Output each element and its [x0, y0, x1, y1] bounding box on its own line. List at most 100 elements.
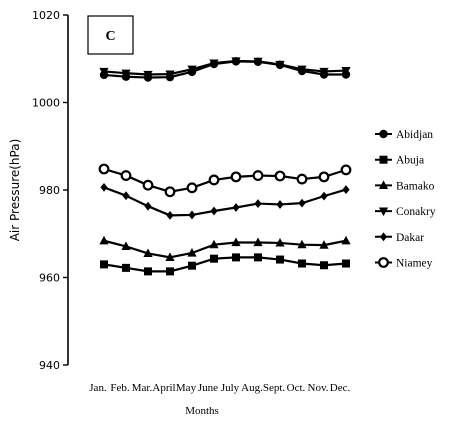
data-point-niamey [142, 179, 154, 191]
data-point-abuja [298, 259, 306, 268]
data-point-dakar [254, 199, 262, 208]
data-point-bamako [209, 239, 219, 249]
series-line-abuja [103, 256, 347, 273]
data-point-niamey [252, 170, 264, 181]
data-point-dakar [298, 198, 306, 208]
legend-label: Conakry [396, 206, 436, 218]
legend-marker-abidjan [379, 129, 388, 139]
data-point-bamako [253, 237, 263, 247]
legend-label: Abuja [396, 155, 424, 167]
panel-label: C [105, 29, 115, 44]
series-line-dakar [103, 186, 347, 217]
data-point-niamey [120, 170, 132, 181]
data-point-conakry [341, 66, 351, 76]
x-tick-label: Nov. [308, 382, 329, 394]
data-point-dakar [210, 206, 218, 216]
legend-item-bamako: Bamako [375, 180, 435, 192]
data-point-conakry [99, 67, 109, 77]
series-abuja [100, 253, 350, 276]
x-tick-label: June [198, 382, 218, 394]
data-point-conakry [253, 57, 263, 67]
x-tick-label: Mar. [132, 382, 153, 394]
series-dakar [100, 182, 350, 220]
panel-label-box [87, 15, 134, 55]
data-point-conakry [165, 70, 175, 80]
data-point-abuja [166, 267, 174, 276]
x-axis-label: Months [185, 405, 219, 417]
axes: 940 960 980 1000 1020 Jan. Feb. Mar. April May Jun… [32, 9, 350, 394]
data-point-dakar [144, 201, 152, 211]
data-point-dakar [100, 182, 108, 192]
legend-label: Niamey [396, 258, 433, 270]
x-tick-label: Dec. [330, 382, 351, 394]
data-point-niamey [318, 171, 330, 183]
y-tick-label: 980 [39, 184, 60, 197]
series-bamako [99, 235, 351, 261]
series-line-bamako [103, 239, 347, 259]
series-conakry [99, 57, 351, 80]
data-point-bamako [165, 252, 175, 261]
data-point-niamey [186, 182, 198, 194]
series-niamey [98, 163, 352, 198]
legend-label: Abidjan [396, 129, 433, 141]
data-point-abuja [342, 259, 350, 268]
legend-item-dakar: Dakar [375, 232, 424, 244]
series-line-conakry [103, 59, 347, 76]
data-point-abuja [210, 254, 218, 263]
data-point-niamey [274, 170, 286, 182]
data-point-conakry [143, 70, 153, 80]
data-point-niamey [98, 163, 110, 175]
data-point-bamako [187, 248, 197, 257]
data-point-conakry [319, 67, 329, 77]
data-point-dakar [166, 210, 174, 220]
data-point-dakar [320, 191, 328, 201]
legend-marker-abuja [379, 155, 388, 164]
legend-marker-conakry [378, 207, 389, 217]
data-point-bamako [319, 240, 329, 249]
legend: Abidjan Abuja Bamako Conakry Dakar Niamey [375, 129, 436, 270]
data-point-bamako [99, 235, 109, 245]
x-tick-label: Feb. [110, 382, 130, 394]
y-axis-label: Air Pressure(hPa) [8, 139, 22, 242]
series-line-niamey [103, 167, 347, 193]
legend-item-abuja: Abuja [375, 155, 424, 167]
data-point-bamako [297, 239, 307, 249]
data-point-bamako [143, 248, 153, 258]
y-tick-label: 940 [39, 359, 60, 372]
data-point-bamako [121, 241, 131, 251]
data-point-dakar [342, 185, 350, 194]
x-tick-label: Aug. [241, 382, 263, 394]
y-tick-label: 1000 [32, 97, 60, 110]
legend-marker-bamako [378, 180, 389, 189]
data-point-conakry [297, 65, 307, 75]
x-tick-label: Jan. [89, 382, 107, 394]
data-point-niamey [340, 164, 352, 176]
data-point-bamako [341, 235, 351, 245]
data-point-niamey [296, 173, 308, 185]
legend-label: Bamako [396, 180, 435, 192]
data-point-abuja [122, 263, 130, 272]
x-tick-label: Oct. [287, 382, 306, 394]
data-point-bamako [275, 237, 285, 247]
data-point-abuja [276, 255, 284, 264]
data-point-dakar [188, 210, 196, 220]
legend-item-abidjan: Abidjan [375, 129, 433, 141]
data-point-abuja [144, 267, 152, 276]
data-point-conakry [121, 69, 131, 79]
data-point-abuja [254, 253, 262, 262]
y-tick-label: 960 [39, 272, 60, 285]
data-point-conakry [187, 65, 197, 75]
x-tick-label: April [152, 382, 175, 394]
legend-item-conakry: Conakry [375, 206, 436, 218]
data-point-niamey [230, 171, 242, 183]
data-point-conakry [275, 60, 285, 70]
legend-marker-dakar [379, 232, 388, 242]
data-point-dakar [122, 191, 130, 201]
data-point-dakar [232, 203, 240, 212]
y-tick-label: 1020 [32, 9, 60, 22]
data-point-abuja [188, 261, 196, 270]
x-tick-label: May [176, 382, 197, 394]
legend-marker-niamey [378, 257, 389, 268]
